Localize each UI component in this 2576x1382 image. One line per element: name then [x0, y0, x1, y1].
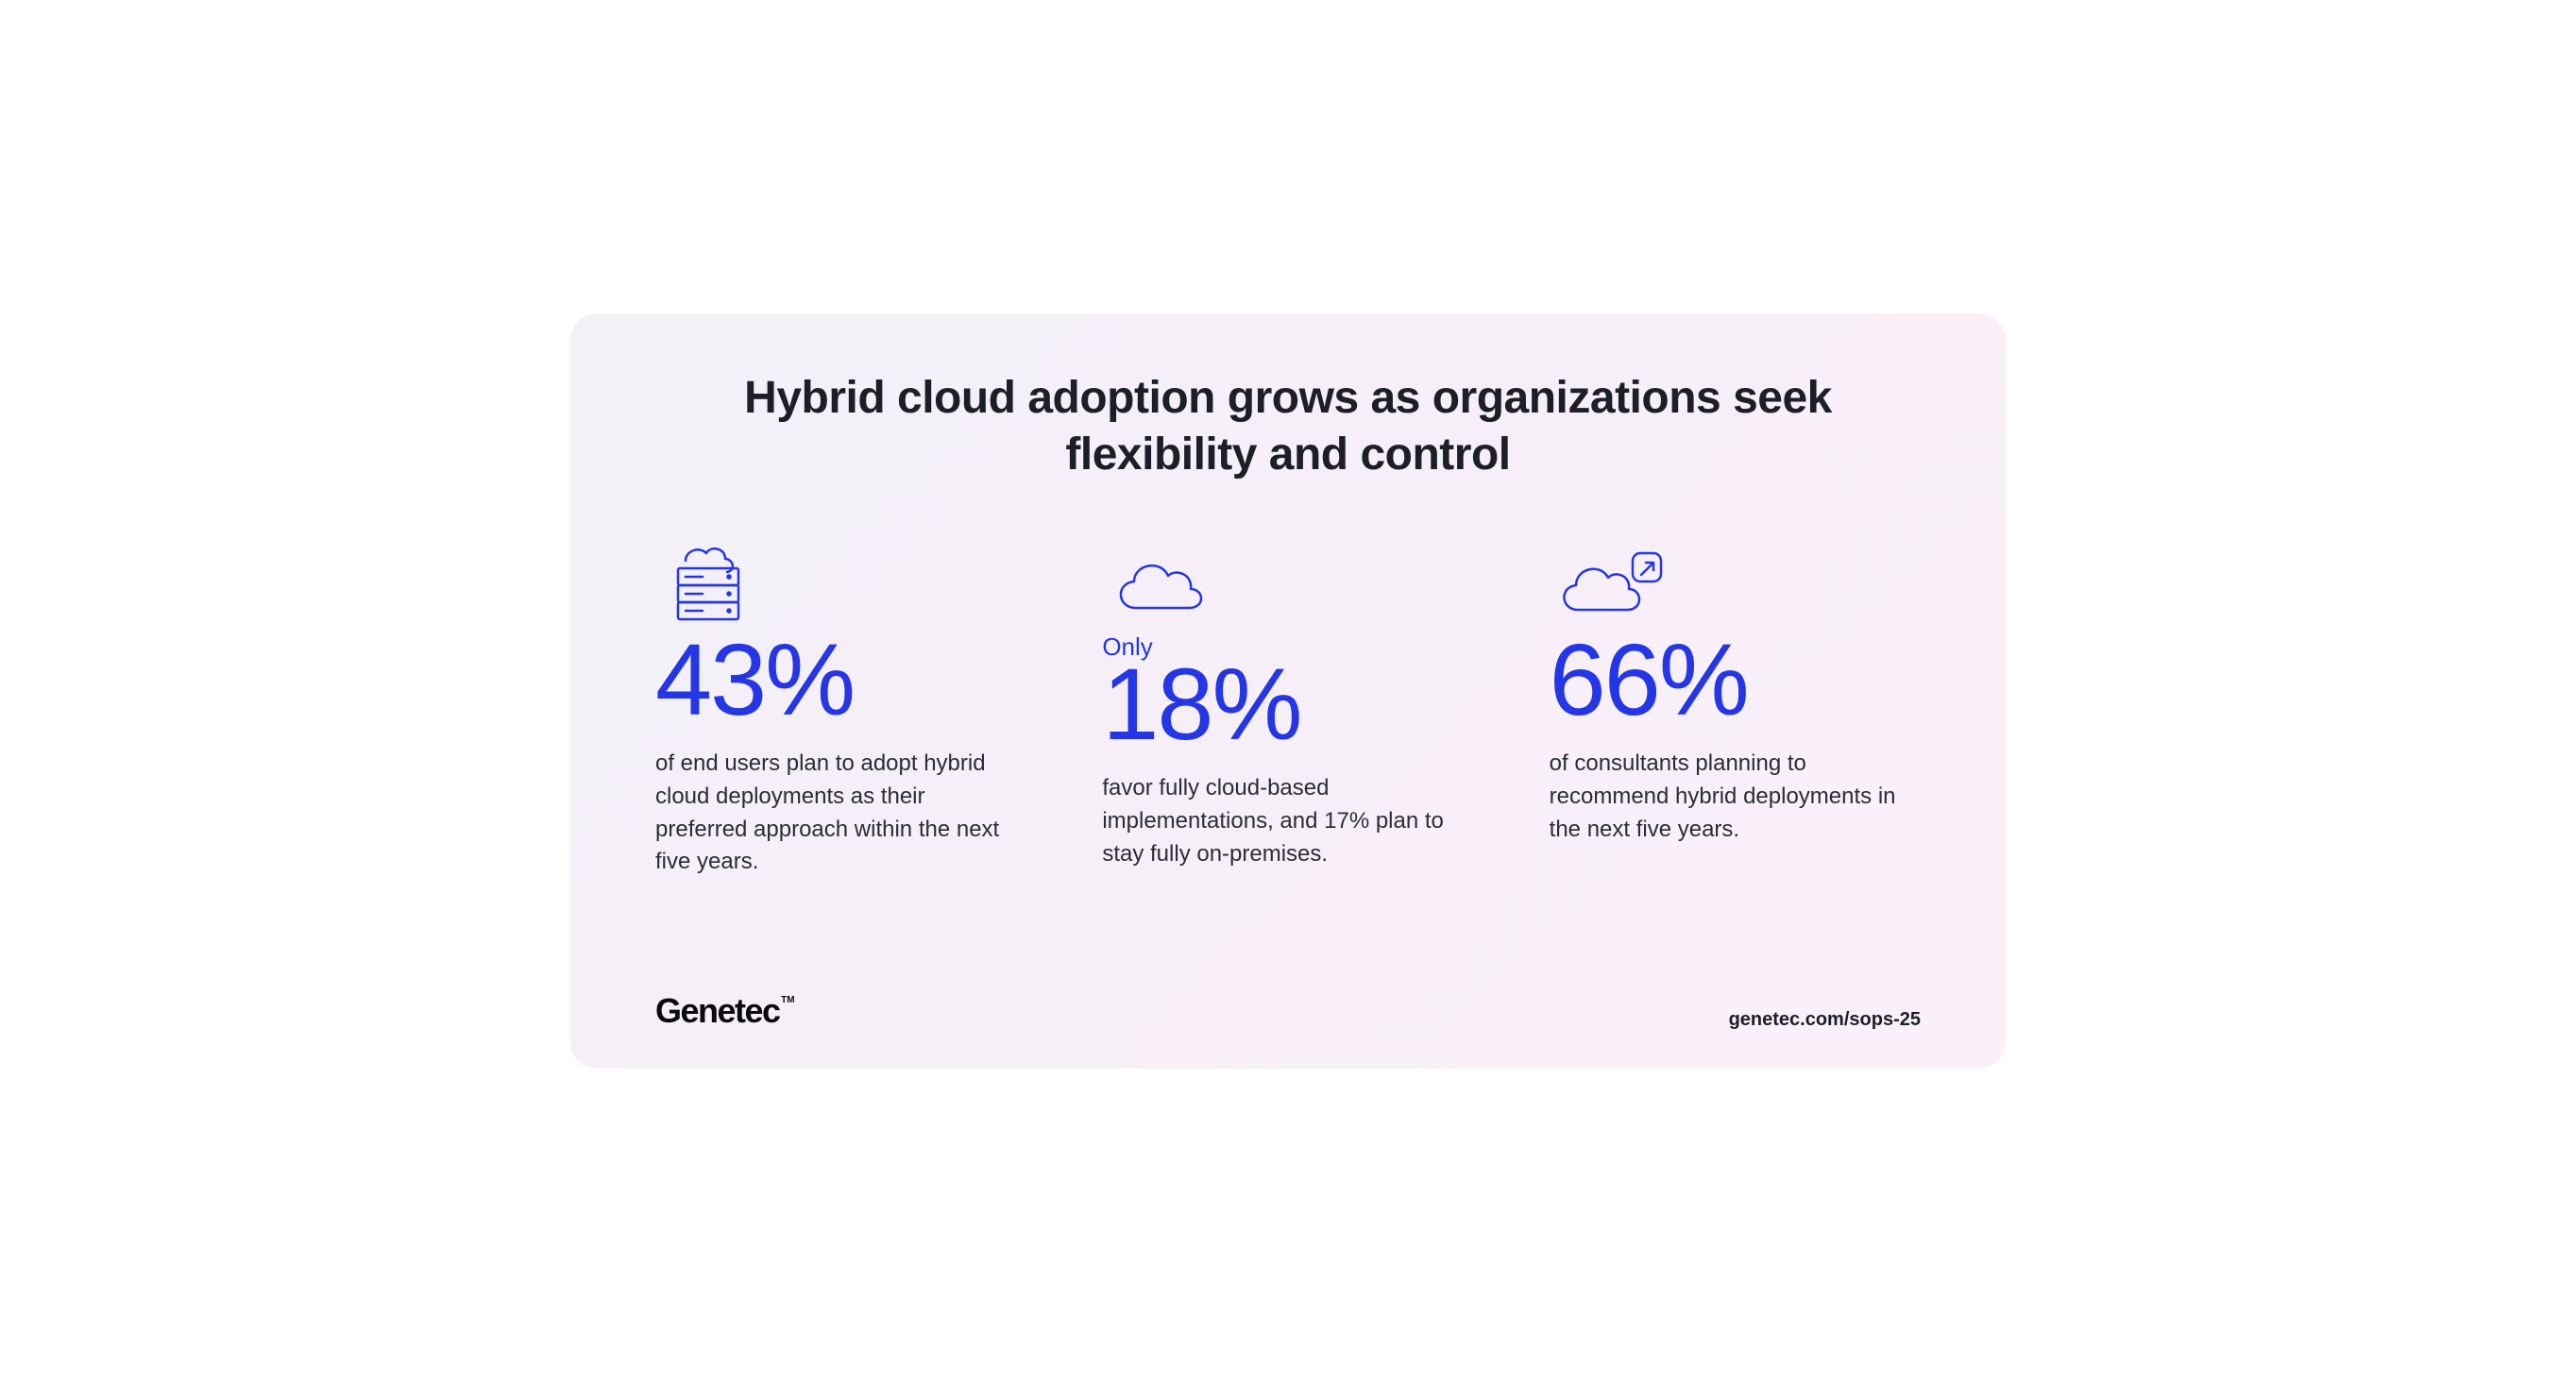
cloud-server-icon [655, 540, 1026, 625]
brand-trademark: TM [781, 995, 794, 1005]
stat-desc-3: of consultants planning to recommend hyb… [1550, 748, 1908, 846]
cloud-upload-icon [1550, 540, 1921, 625]
cloud-icon [1102, 540, 1473, 625]
headline-title: Hybrid cloud adoption grows as organizat… [655, 370, 1921, 483]
brand-logo: GenetecTM [655, 991, 780, 1031]
stat-block-1: 43% of end users plan to adopt hybrid cl… [655, 540, 1026, 972]
stat-block-3: 66% of consultants planning to recommend… [1550, 540, 1921, 972]
stat-desc-1: of end users plan to adopt hybrid cloud … [655, 748, 1014, 879]
infographic-card: Hybrid cloud adoption grows as organizat… [570, 313, 2006, 1069]
stat-desc-2: favor fully cloud-based implementations,… [1102, 772, 1461, 870]
stat-number-3: 66% [1550, 629, 1921, 731]
stat-number-2: 18% [1102, 653, 1473, 755]
stat-block-2: Only 18% favor fully cloud-based impleme… [1102, 540, 1473, 972]
stats-row: 43% of end users plan to adopt hybrid cl… [655, 540, 1921, 972]
source-url: genetec.com/sops-25 [1729, 1009, 1921, 1031]
brand-name: Genetec [655, 991, 780, 1030]
footer-row: GenetecTM genetec.com/sops-25 [655, 991, 1921, 1031]
stat-number-1: 43% [655, 629, 1026, 731]
